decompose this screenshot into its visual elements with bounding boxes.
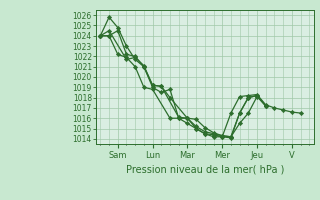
X-axis label: Pression niveau de la mer( hPa ): Pression niveau de la mer( hPa ) — [126, 164, 284, 174]
